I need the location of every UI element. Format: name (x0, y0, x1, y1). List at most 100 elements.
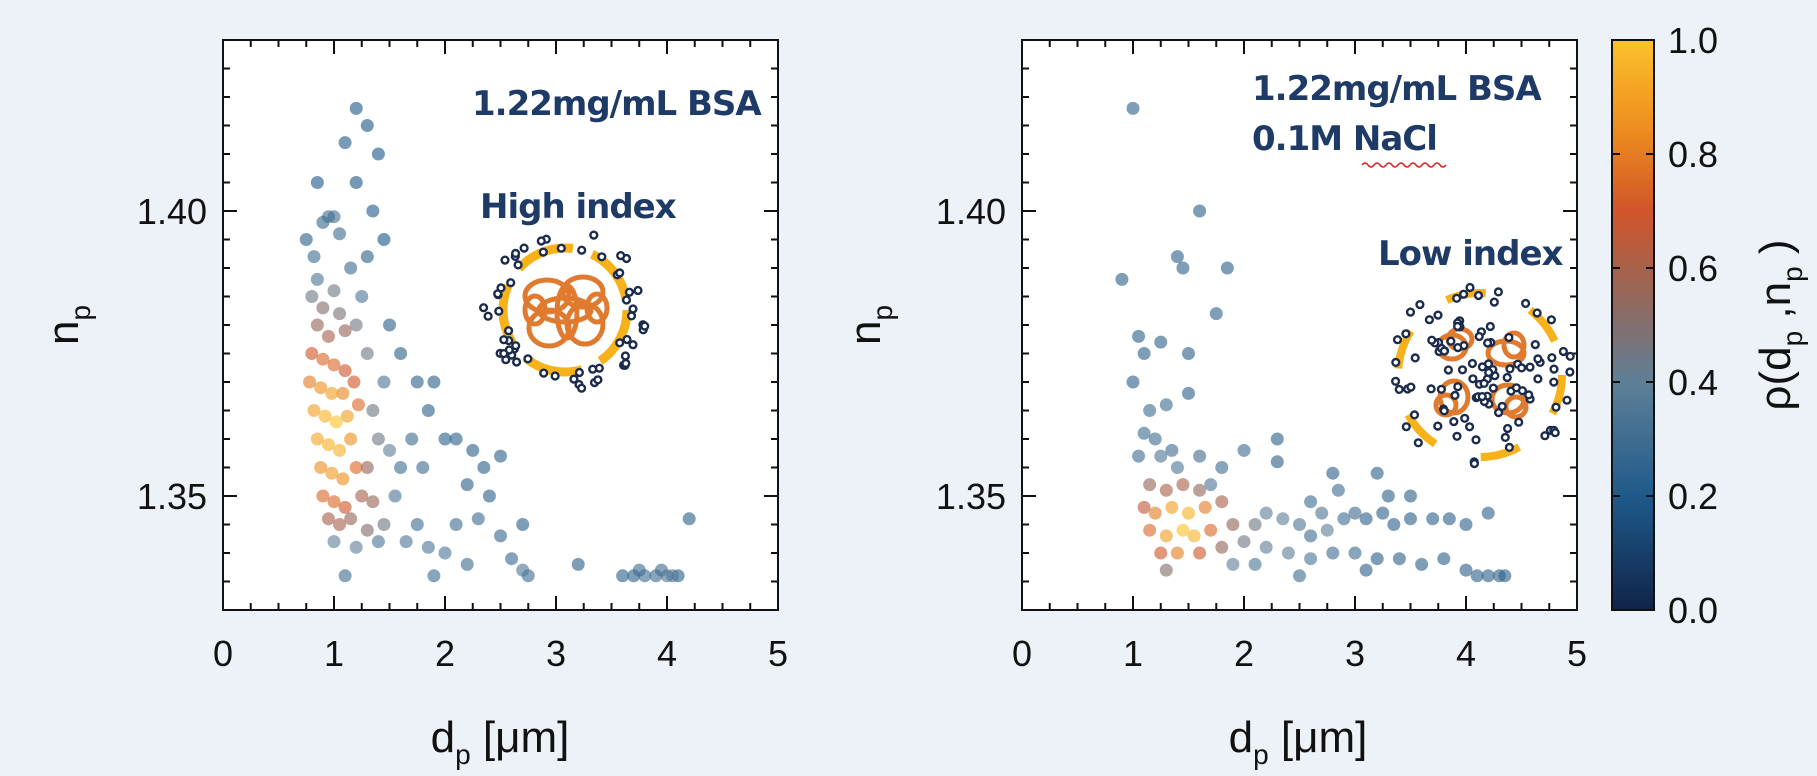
scatter-point (1348, 506, 1362, 520)
scatter-point (333, 518, 347, 531)
x-tick-label: 0 (1012, 633, 1032, 674)
scatter-point (571, 557, 585, 571)
ion-dot (628, 340, 638, 350)
ion-dot (494, 306, 504, 316)
scatter-point (338, 136, 352, 150)
x-tick-label: 5 (768, 633, 788, 674)
ion-dot (1433, 421, 1443, 431)
scatter-point (1137, 347, 1151, 360)
scatter-point (1331, 483, 1345, 497)
ion-dot (1460, 413, 1470, 423)
ion-dot (1469, 458, 1480, 469)
scatter-point (340, 409, 354, 423)
scatter-point (383, 318, 396, 332)
scatter-point (477, 461, 491, 474)
colorbar-tick-label: 0.2 (1668, 476, 1718, 517)
ion-dot (1504, 332, 1514, 343)
scatter-point (1270, 432, 1284, 446)
scatter-point (1159, 529, 1173, 543)
scatter-point (1304, 552, 1318, 566)
x-axis-label: dp [μm] (431, 713, 570, 770)
ion-dot (1533, 354, 1543, 364)
scatter-point (371, 147, 385, 161)
ion-dot (506, 278, 516, 288)
scatter-point (347, 375, 361, 389)
ion-dot (624, 287, 635, 297)
annotation-line-1: 1.22mg/mL BSA (1252, 69, 1542, 109)
scatter-point (1237, 443, 1251, 457)
scatter-point (336, 472, 350, 486)
ion-dot (597, 252, 607, 262)
counter-ions (1390, 282, 1575, 469)
ion-dot (1465, 282, 1475, 293)
annotation-line-1: 1.22mg/mL BSA (472, 84, 762, 124)
scatter-point (310, 272, 324, 286)
ion-dot (1401, 329, 1411, 339)
scatter-point (1392, 552, 1406, 566)
ion-dot (510, 248, 521, 259)
ion-dot (1439, 346, 1449, 356)
scatter-panel-left: 0 1 2 3 4 5 1.35 1.40 1.22mg/mL BSA High index (39, 39, 788, 770)
scatter-point (1248, 518, 1262, 531)
scatter-point (1132, 449, 1146, 463)
scatter-point (349, 318, 363, 332)
ion-dot (1474, 331, 1484, 342)
axis-ticks: 0 1 2 3 4 5 1.35 1.40 (137, 39, 788, 674)
y-tick-label: 1.40 (936, 191, 1006, 232)
scatter-point (355, 489, 369, 503)
scatter-point (482, 489, 496, 503)
ion-dot (1482, 338, 1493, 348)
annotation-line-2: 0.1M NaCl (1252, 119, 1437, 159)
ion-dot (577, 383, 587, 393)
scatter-point (399, 535, 413, 549)
scatter-point (1387, 518, 1401, 531)
scatter-point (449, 518, 463, 531)
scatter-point (1148, 432, 1162, 446)
scatter-point (1415, 557, 1429, 571)
scatter-point (388, 489, 402, 503)
scatter-point (405, 432, 419, 446)
scatter-point (305, 347, 319, 360)
ion-dot (1427, 335, 1437, 345)
scatter-point (1481, 569, 1495, 583)
scatter-point (351, 398, 365, 412)
particle-low-index (1390, 282, 1575, 469)
scatter-point (327, 358, 341, 372)
ion-dot (1547, 353, 1557, 363)
scatter-point (333, 443, 347, 457)
colorbar-tick-label: 0.4 (1668, 362, 1718, 403)
scatter-point (1270, 455, 1284, 469)
scatter-point (1359, 512, 1373, 526)
ion-dot (1525, 362, 1535, 372)
ion-dot (569, 374, 579, 384)
scatter-point (1459, 518, 1473, 531)
scatter-point (338, 324, 352, 338)
ion-dot (1533, 374, 1543, 384)
scatter-point (344, 512, 358, 526)
ion-dot (1516, 363, 1527, 373)
scatter-point (383, 443, 396, 457)
scatter-point (321, 438, 335, 452)
ion-dot (1436, 384, 1447, 394)
scatter-point (344, 261, 358, 275)
scatter-point (1182, 386, 1195, 400)
scatter-point (1193, 483, 1207, 497)
ion-dot (519, 243, 529, 253)
scatter-point (421, 404, 435, 417)
scatter-point (1326, 546, 1340, 560)
scatter-point (1159, 398, 1173, 412)
scatter-point (494, 449, 507, 463)
scatter-point (1182, 347, 1195, 360)
ion-dot (1413, 438, 1423, 448)
x-axis-label: dp [μm] (1229, 713, 1368, 770)
scatter-point (329, 415, 343, 429)
y-tick-label: 1.40 (137, 191, 207, 232)
scatter-point (1370, 552, 1384, 566)
annotation-line-3: Low index (1378, 234, 1564, 274)
ion-dot (1514, 417, 1524, 427)
ion-dot (1443, 365, 1454, 375)
ion-dot (538, 247, 548, 257)
scatter-point (1470, 569, 1484, 583)
scatter-point (321, 329, 335, 343)
scatter-point (416, 461, 430, 474)
